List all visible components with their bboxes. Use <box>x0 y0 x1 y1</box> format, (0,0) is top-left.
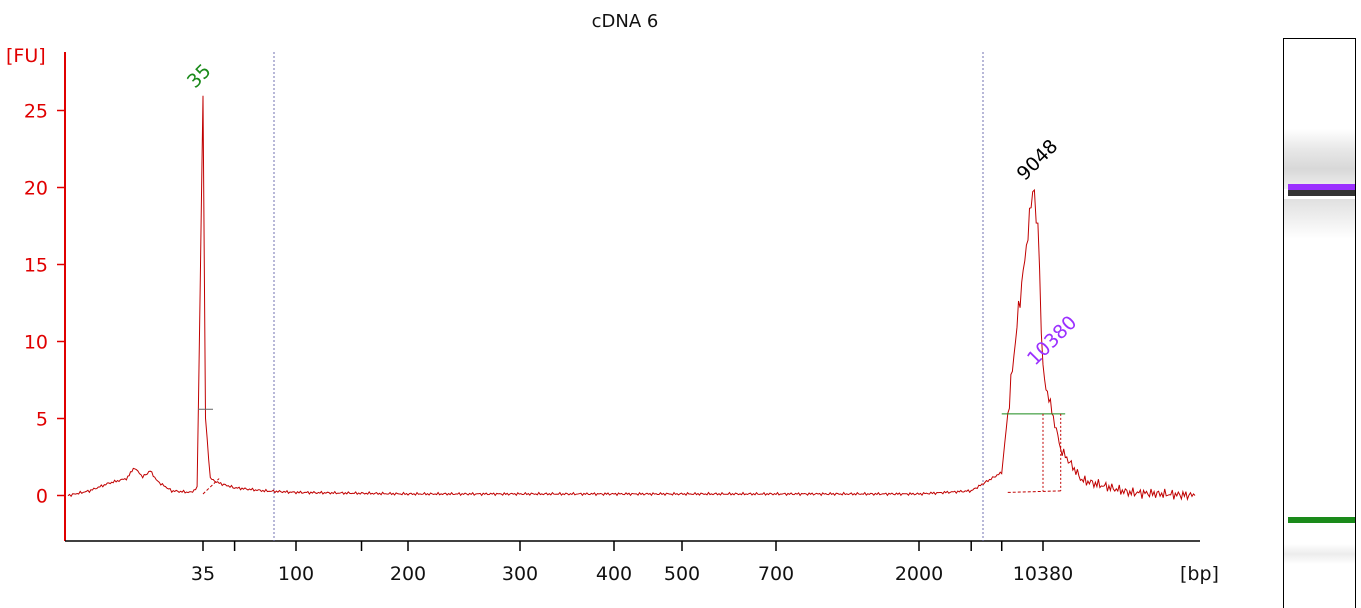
peak-label: 10380 <box>1023 312 1081 370</box>
peak-label: 35 <box>183 60 216 93</box>
gel-band-lower-marker <box>1288 517 1355 523</box>
x-tick-label: 300 <box>502 563 538 585</box>
gel-smear-mid <box>1284 199 1355 239</box>
y-tick-label: 20 <box>24 178 48 200</box>
x-tick-label: 400 <box>596 563 632 585</box>
y-tick-label: 25 <box>24 101 48 123</box>
y-tick-label: 15 <box>24 255 48 277</box>
trace-line <box>67 95 1196 502</box>
x-axis-label: [bp] <box>1180 563 1219 585</box>
x-tick-label: 500 <box>664 563 700 585</box>
chart-title: cDNA 6 <box>592 11 659 32</box>
gel-band-upper-marker <box>1288 184 1355 190</box>
gel-smear-upper <box>1284 129 1355 189</box>
x-tick-label: 10380 <box>1013 563 1073 585</box>
x-tick-label: 200 <box>390 563 426 585</box>
gel-band-dark <box>1288 189 1355 196</box>
baseline-35 <box>202 478 220 495</box>
x-tick-label: 700 <box>758 563 794 585</box>
x-tick-label: 35 <box>191 563 215 585</box>
x-tick-label: 2000 <box>895 563 943 585</box>
gel-smear-lower <box>1284 544 1355 564</box>
y-tick-label: 5 <box>36 409 48 431</box>
baseline-main <box>1007 490 1061 493</box>
peak-label: 9048 <box>1013 135 1063 185</box>
y-tick-label: 0 <box>36 486 48 508</box>
y-axis-label: [FU] <box>6 45 46 67</box>
y-tick-label: 10 <box>24 332 48 354</box>
gel-lane <box>1283 38 1356 608</box>
x-tick-label: 100 <box>278 563 314 585</box>
